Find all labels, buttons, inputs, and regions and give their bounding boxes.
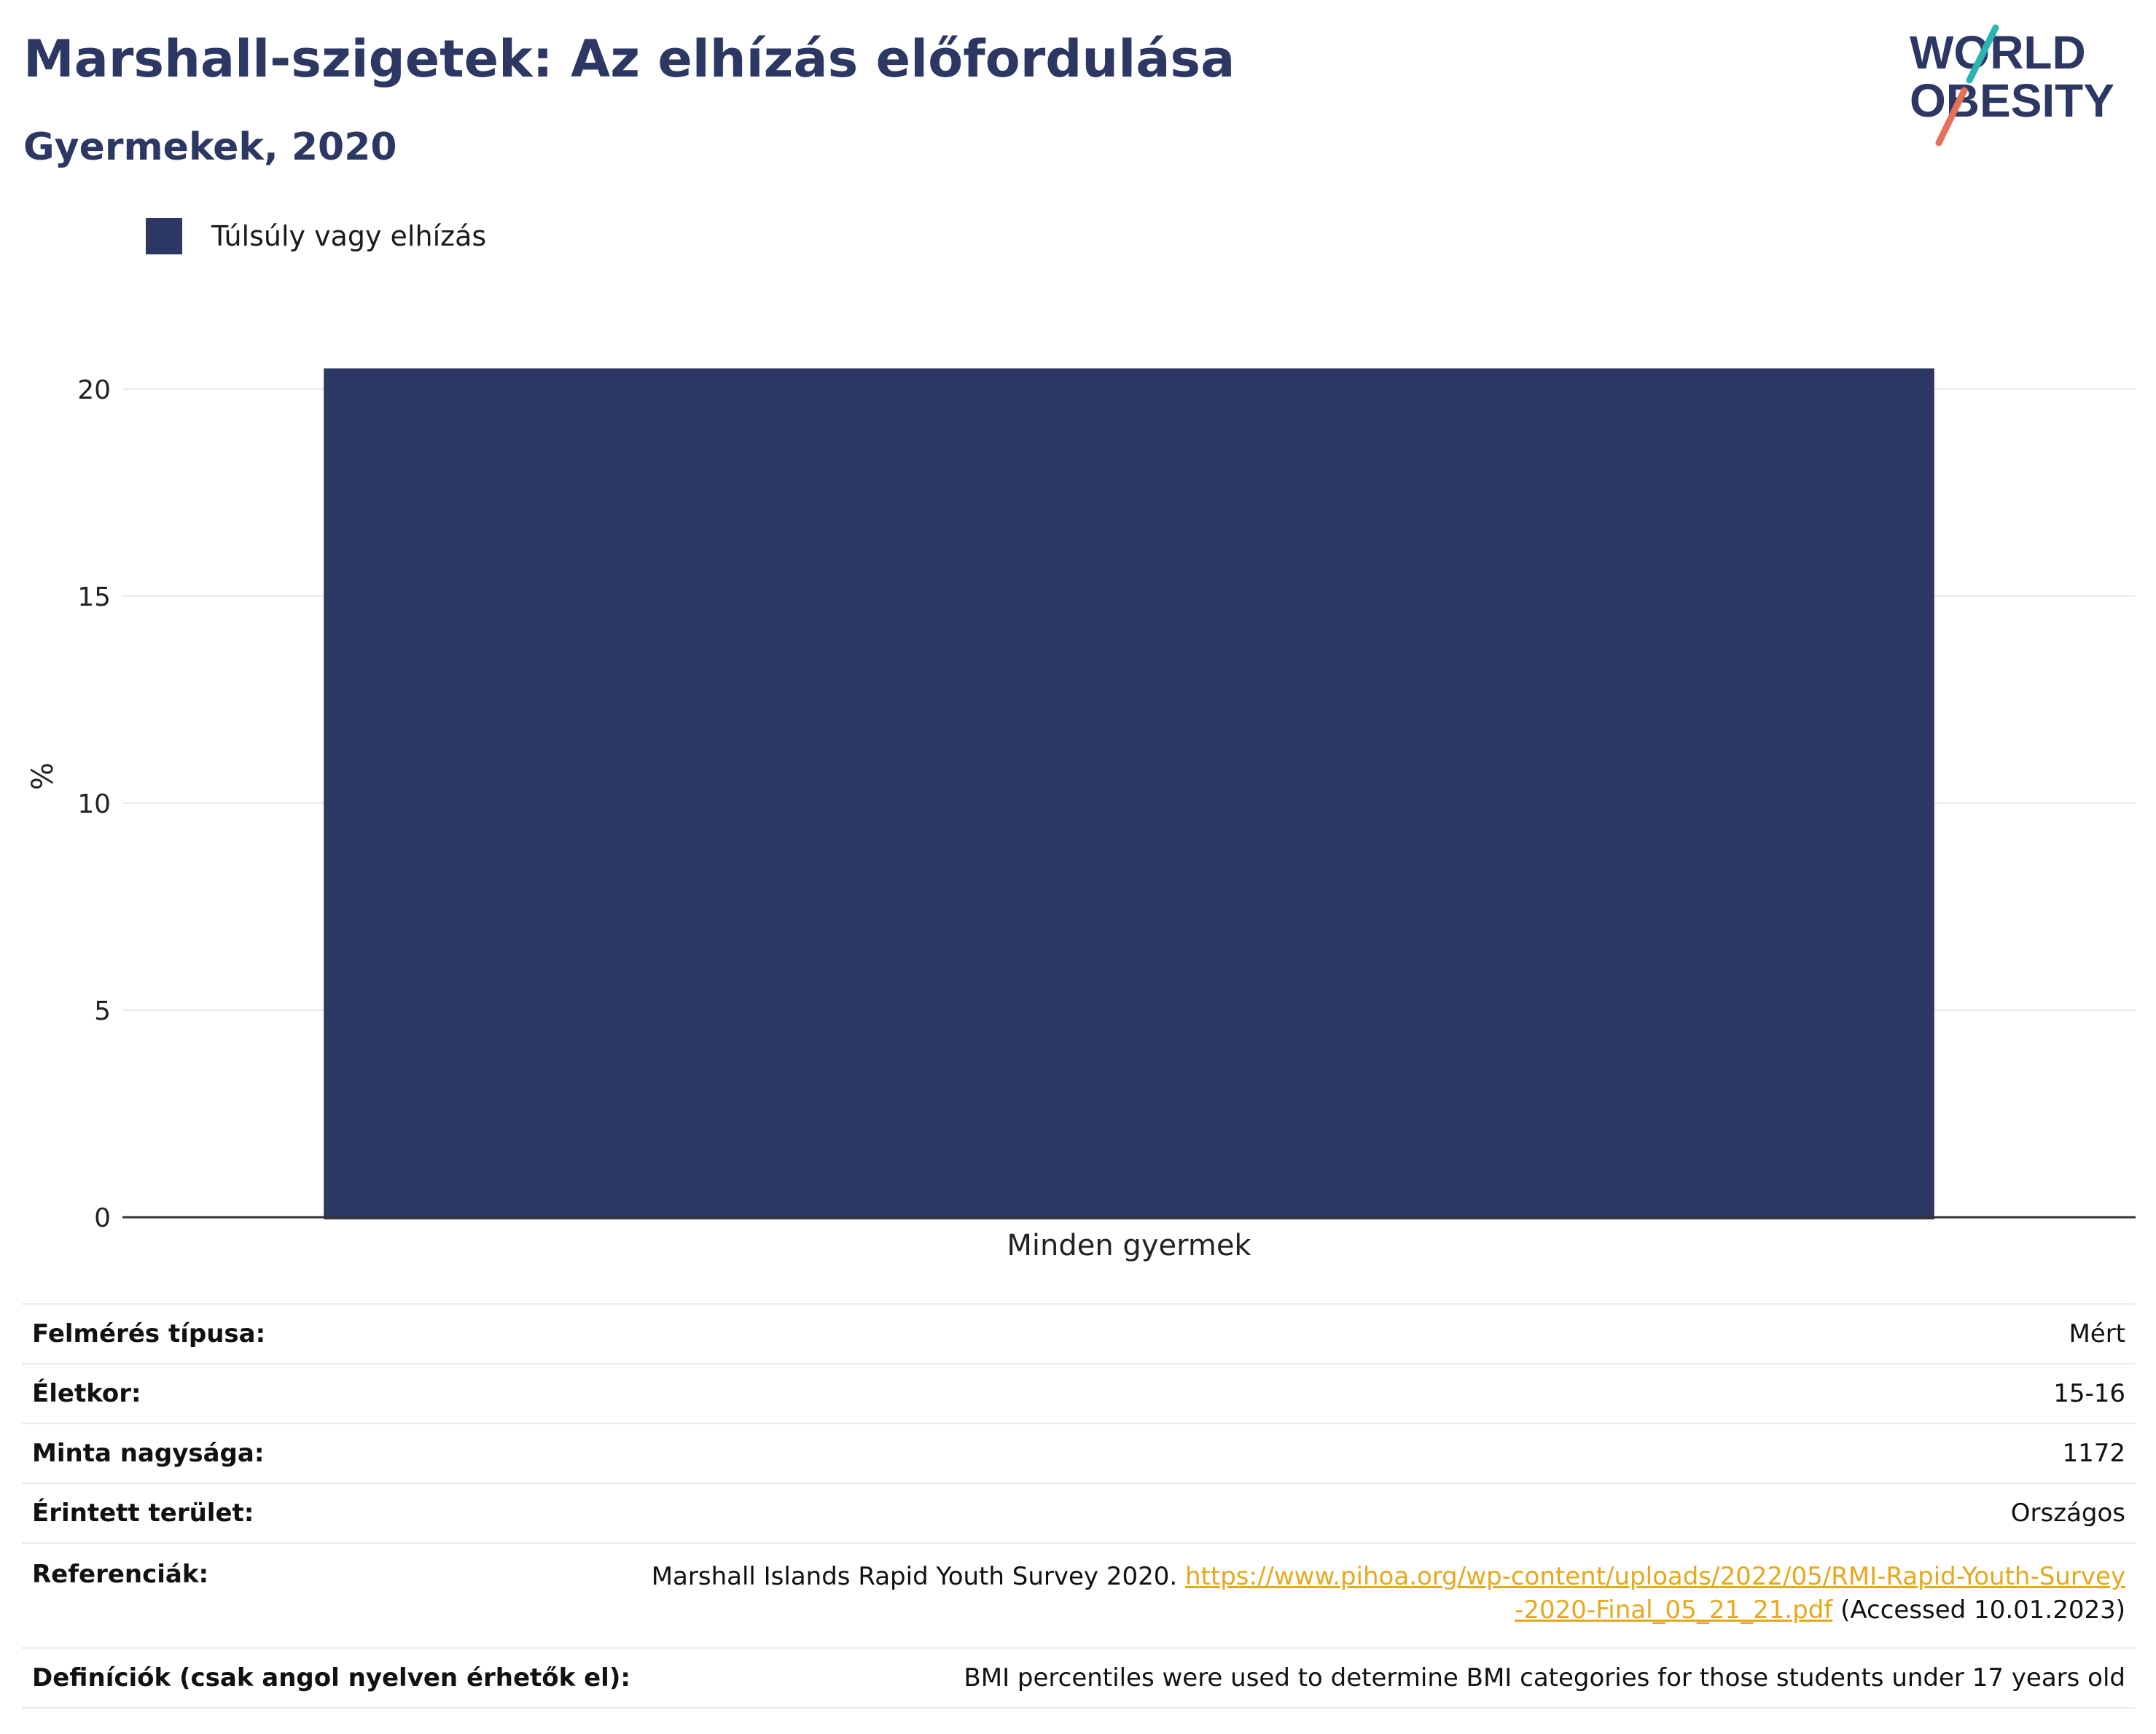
bar-chart: 0 5 10 15 20 Minden gyermek% — [26, 368, 2136, 1262]
meta-row-definitions: Definíciók (csak angol nyelven érhetők e… — [22, 1647, 2136, 1708]
meta-key: Érintett terület: — [22, 1483, 641, 1543]
meta-value: 1172 — [640, 1423, 2136, 1483]
meta-row-age: Életkor: 15-16 — [22, 1363, 2136, 1423]
meta-row-sample: Minta nagysága: 1172 — [22, 1423, 2136, 1483]
meta-value: Mért — [640, 1303, 2136, 1364]
y-tick-label: 5 — [94, 996, 111, 1026]
chart-subtitle: Gyermekek, 2020 — [23, 125, 397, 169]
reference-text: Marshall Islands Rapid Youth Survey 2020… — [651, 1562, 1178, 1591]
reference-accessed: (Accessed 10.01.2023) — [1840, 1596, 2125, 1625]
meta-key: Felmérés típusa: — [22, 1303, 641, 1364]
logo-line1: WORLD — [1910, 26, 2086, 79]
y-axis-label: % — [26, 762, 60, 790]
meta-value: Marshall Islands Rapid Youth Survey 2020… — [640, 1542, 2136, 1648]
y-tick-label: 20 — [77, 375, 111, 405]
reference-link[interactable]: https://www.pihoa.org/wp-content/uploads… — [1184, 1562, 2125, 1625]
x-tick-label: Minden gyermek — [1007, 1229, 1251, 1262]
y-tick-label: 10 — [77, 789, 111, 819]
legend[interactable]: Túlsúly vagy elhízás — [146, 216, 486, 257]
world-obesity-logo: WORLD OBESITY — [1910, 24, 2114, 147]
meta-row-area: Érintett terület: Országos — [22, 1483, 2136, 1543]
chart-title: Marshall-szigetek: Az elhízás előfordulá… — [23, 29, 1235, 89]
y-tick-label: 15 — [77, 582, 111, 612]
meta-key: Minta nagysága: — [22, 1423, 641, 1483]
logo-line2: OBESITY — [1910, 74, 2114, 127]
meta-key: Referenciák: — [22, 1542, 641, 1648]
metadata-table: Felmérés típusa: Mért Életkor: 15-16 Min… — [22, 1303, 2136, 1708]
meta-value: Országos — [640, 1483, 2136, 1543]
legend-label: Túlsúly vagy elhízás — [211, 220, 487, 252]
bar — [324, 368, 1934, 1219]
meta-row-references: Referenciák: Marshall Islands Rapid Yout… — [22, 1542, 2136, 1648]
legend-swatch — [146, 218, 182, 254]
meta-value: 15-16 — [640, 1363, 2136, 1423]
meta-key: Definíciók (csak angol nyelven érhetők e… — [22, 1647, 641, 1708]
logo-slash-coral — [1935, 87, 1968, 147]
meta-value: BMI percentiles were used to determine B… — [640, 1647, 2136, 1708]
meta-key: Életkor: — [22, 1363, 641, 1423]
y-tick-label: 0 — [94, 1203, 111, 1233]
meta-row-survey-type: Felmérés típusa: Mért — [22, 1303, 2136, 1364]
logo-slash-teal — [1966, 24, 1999, 84]
